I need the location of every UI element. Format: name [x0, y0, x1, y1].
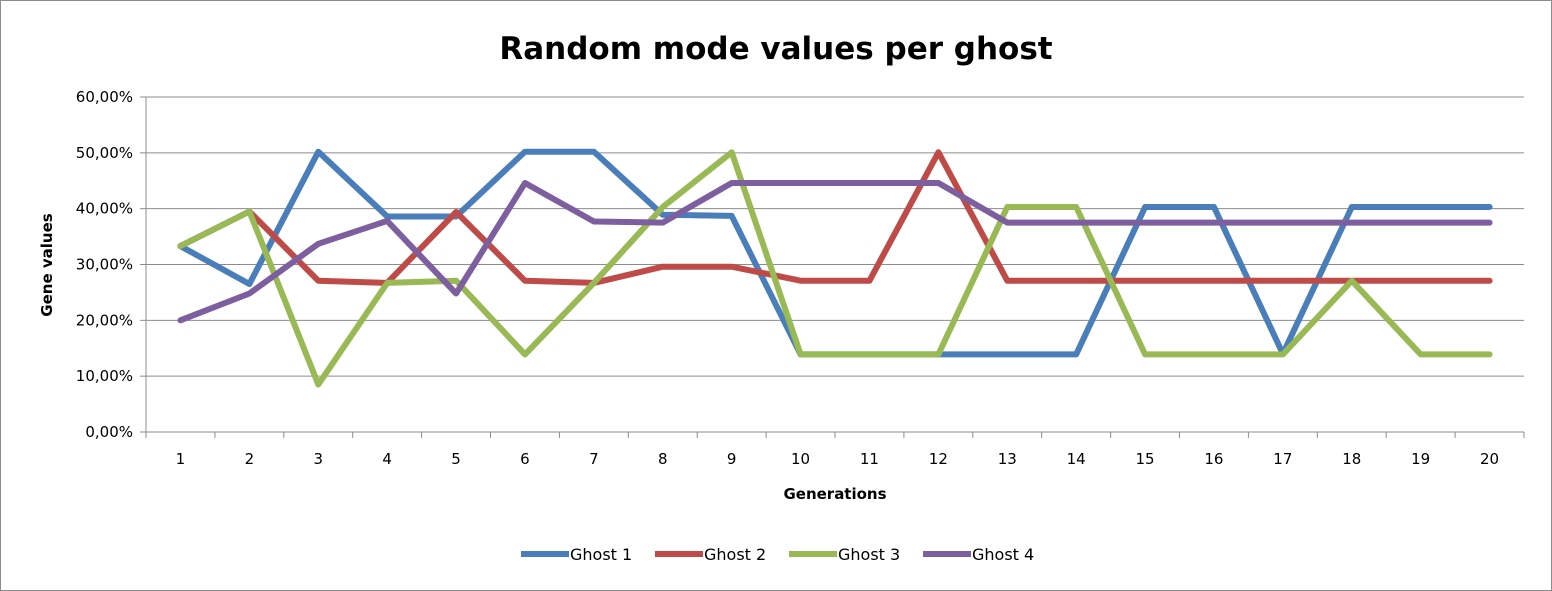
x-tick-label: 12	[929, 450, 948, 468]
x-tick-label: 2	[245, 450, 255, 468]
x-tick-label: 7	[589, 450, 599, 468]
x-tick-labels: 1 2 3 4 5 6 7 8 9 10 11 12 13 14 15 16 17 18 19 20	[176, 450, 1499, 468]
chart-title: Random mode values per ghost	[499, 31, 1052, 67]
x-tick-label: 20	[1480, 450, 1499, 468]
x-tick-label: 10	[791, 450, 810, 468]
x-tick-label: 1	[176, 450, 186, 468]
y-axis-title: Gene values	[38, 213, 56, 316]
y-tick-label: 40,00%	[76, 200, 133, 218]
x-tick-label: 4	[382, 450, 392, 468]
y-tick-label: 60,00%	[76, 88, 133, 106]
y-tick-label: 0,00%	[85, 423, 133, 441]
legend: Ghost 1 Ghost 2 Ghost 3 Ghost 4	[521, 545, 1034, 564]
x-tick-label: 6	[520, 450, 530, 468]
x-tick-label: 5	[451, 450, 461, 468]
series-lines	[177, 148, 1493, 388]
x-tick-label: 3	[313, 450, 323, 468]
x-tick-label: 18	[1342, 450, 1361, 468]
series-line-ghost-4	[177, 180, 1493, 324]
x-axis-title: Generations	[783, 485, 886, 503]
x-tick-label: 19	[1411, 450, 1430, 468]
y-tick-label: 20,00%	[76, 311, 133, 329]
x-tick-label: 16	[1204, 450, 1223, 468]
x-tick-label: 14	[1067, 450, 1086, 468]
x-tick-label: 13	[998, 450, 1017, 468]
series-line-ghost-3	[177, 149, 1493, 388]
x-tick-label: 15	[1136, 450, 1155, 468]
x-tick-label: 9	[727, 450, 737, 468]
x-tick-label: 17	[1273, 450, 1292, 468]
x-tick-label: 11	[860, 450, 879, 468]
series-line-ghost-2	[177, 149, 1493, 286]
legend-label-ghost-3: Ghost 3	[838, 545, 900, 564]
legend-label-ghost-2: Ghost 2	[704, 545, 766, 564]
y-tick-label: 10,00%	[76, 367, 133, 385]
y-tick-labels: 0,00% 10,00% 20,00% 30,00% 40,00% 50,00% 60,00…	[76, 88, 133, 441]
x-tick-label: 8	[658, 450, 668, 468]
axes	[140, 96, 1525, 438]
y-tick-label: 30,00%	[76, 256, 133, 274]
y-tick-label: 50,00%	[76, 144, 133, 162]
legend-label-ghost-4: Ghost 4	[972, 545, 1034, 564]
legend-label-ghost-1: Ghost 1	[570, 545, 632, 564]
